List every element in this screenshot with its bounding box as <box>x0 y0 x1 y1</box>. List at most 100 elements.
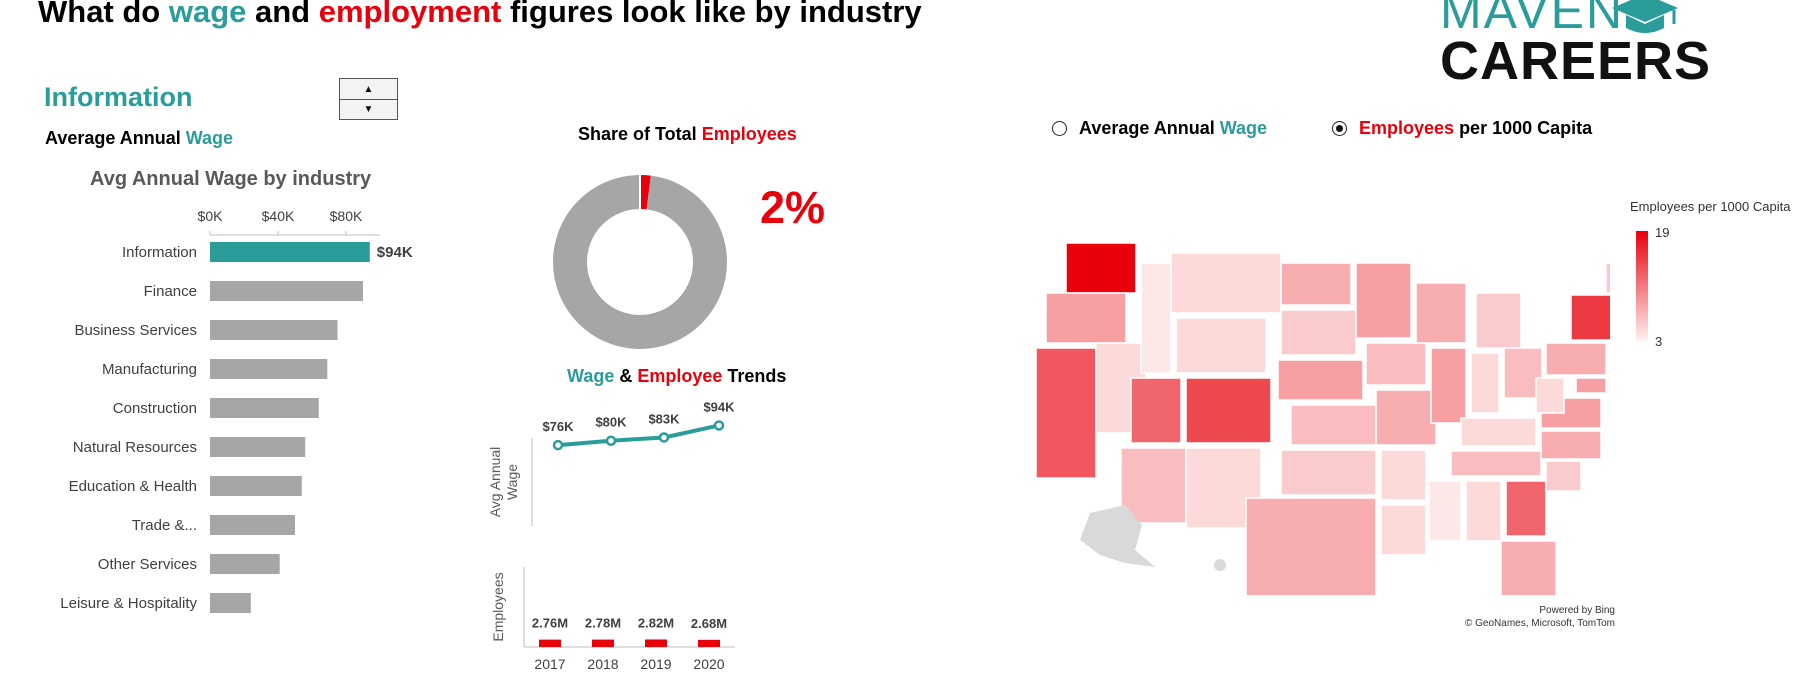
radio-average-annual-wage[interactable]: Average Annual Wage <box>1052 118 1267 139</box>
trend-title-suffix: Trends <box>722 366 787 386</box>
x-tick-label: 2018 <box>587 656 618 672</box>
state-ky[interactable] <box>1460 417 1537 447</box>
y-axis-label-2: Wage <box>504 464 520 500</box>
metric-label-wage: Wage <box>185 128 234 148</box>
state-ms[interactable] <box>1428 480 1462 542</box>
state-ak[interactable] <box>1080 505 1155 567</box>
state-ar[interactable] <box>1380 449 1427 501</box>
bar-business-services[interactable] <box>210 320 338 340</box>
state-mi[interactable] <box>1475 292 1522 349</box>
state-tn[interactable] <box>1450 450 1542 477</box>
state-co[interactable] <box>1185 377 1272 444</box>
bar-education-health[interactable] <box>210 476 302 496</box>
state-or[interactable] <box>1045 292 1127 344</box>
wage-point-2018[interactable] <box>605 435 617 446</box>
state-pa[interactable] <box>1545 342 1607 376</box>
state-nd[interactable] <box>1280 262 1352 306</box>
radio-employees-per-capita[interactable]: Employees per 1000 Capita <box>1332 118 1592 139</box>
state-mn[interactable] <box>1355 262 1412 339</box>
state-in[interactable] <box>1470 352 1500 414</box>
state-la[interactable] <box>1380 504 1427 556</box>
state-wa[interactable] <box>1065 242 1137 294</box>
category-label: Other Services <box>98 556 197 573</box>
state-tx[interactable] <box>1245 497 1377 595</box>
wage-point-label: $83K <box>648 411 680 426</box>
state-ia[interactable] <box>1365 342 1427 386</box>
employee-bar-2018[interactable] <box>592 639 614 647</box>
employee-bar-label: 2.82M <box>638 615 674 630</box>
bar-manufacturing[interactable] <box>210 359 328 379</box>
bar-other-services[interactable] <box>210 554 280 574</box>
share-title-employees: Employees <box>701 124 797 144</box>
title-part: and <box>246 0 319 29</box>
state-ne[interactable] <box>1277 359 1364 401</box>
employee-bar-label: 2.68M <box>691 616 727 631</box>
wage-trend-line-chart: Avg Annual Wage $76K $80K $83K $94K <box>487 400 735 526</box>
category-label: Leisure & Hospitality <box>60 595 197 612</box>
state-md[interactable] <box>1575 377 1607 394</box>
state-mt[interactable] <box>1170 252 1282 314</box>
state-nc[interactable] <box>1540 430 1602 460</box>
state-ca[interactable] <box>1035 347 1097 479</box>
donut-slice-other-industries[interactable] <box>553 175 727 349</box>
state-ks[interactable] <box>1290 404 1377 446</box>
radio-label-prefix: Average Annual <box>1079 118 1215 138</box>
spinner-up-button[interactable]: ▲ <box>340 79 397 100</box>
state-hi[interactable] <box>1214 559 1226 571</box>
state-wi[interactable] <box>1415 282 1467 344</box>
wage-by-industry-bar-chart: $0K $40K $80K Information $94K Finance Busines… <box>60 208 413 613</box>
state-wv[interactable] <box>1535 377 1565 414</box>
wage-trend-line <box>557 423 720 448</box>
state-wy[interactable] <box>1175 317 1267 374</box>
wage-point-2020[interactable] <box>713 420 725 431</box>
industry-spinner[interactable]: ▲ ▼ <box>339 78 398 120</box>
state-id[interactable] <box>1140 262 1172 374</box>
employee-bar-2017[interactable] <box>539 639 561 647</box>
state-nm[interactable] <box>1185 447 1262 529</box>
state-ok[interactable] <box>1280 449 1377 496</box>
selected-industry: Information <box>44 82 193 112</box>
state-ga[interactable] <box>1505 480 1547 537</box>
state-de[interactable] <box>1608 375 1610 395</box>
title-word-wage: wage <box>168 0 247 29</box>
bar-information[interactable] <box>210 242 370 262</box>
employee-trend-bar-chart: Employees 2.76M 2017 2.78M 2018 2.82M 2019 2.68… <box>490 567 735 672</box>
spinner-down-button[interactable]: ▼ <box>340 99 397 119</box>
state-fl[interactable] <box>1500 540 1557 595</box>
employee-bar-2019[interactable] <box>645 639 667 647</box>
logo-maven-text: MAVEN <box>1440 0 1625 39</box>
radio-label-suffix: per 1000 Capita <box>1459 118 1593 138</box>
wage-point-2019[interactable] <box>658 432 670 443</box>
share-percent-value: 2% <box>760 182 826 233</box>
bar-construction[interactable] <box>210 398 319 418</box>
category-label: Finance <box>144 283 197 300</box>
wage-point-2017[interactable] <box>552 439 564 451</box>
state-az[interactable] <box>1120 447 1187 524</box>
state-il[interactable] <box>1430 347 1467 424</box>
map-legend-max: 19 <box>1655 225 1670 240</box>
bar-trade-[interactable] <box>210 515 295 535</box>
map-attribution-sources: © GeoNames, Microsoft, TomTom <box>1465 618 1615 629</box>
category-label: Trade &... <box>132 517 197 534</box>
state-mo[interactable] <box>1375 389 1437 446</box>
map-legend-gradient <box>1636 231 1648 341</box>
bar-leisure-hospitality[interactable] <box>210 593 251 613</box>
state-sc[interactable] <box>1545 460 1582 492</box>
radio-selected-icon[interactable] <box>1332 121 1347 136</box>
us-choropleth-map[interactable] <box>1030 195 1610 595</box>
state-al[interactable] <box>1465 480 1502 542</box>
trend-title-employee: Employee <box>637 366 723 386</box>
bar-natural-resources[interactable] <box>210 437 306 457</box>
state-ny[interactable] <box>1570 294 1610 341</box>
radio-icon[interactable] <box>1052 121 1067 136</box>
bar-finance[interactable] <box>210 281 363 301</box>
state-vt[interactable] <box>1605 262 1610 294</box>
map-attribution-bing: Powered by Bing <box>1539 605 1615 616</box>
x-tick-label: 2017 <box>534 656 565 672</box>
maven-careers-logo: MAVEN CAREERS <box>1440 0 1710 91</box>
state-ut[interactable] <box>1130 377 1182 444</box>
state-sd[interactable] <box>1280 309 1357 356</box>
share-title-prefix: Share of Total <box>578 124 702 144</box>
employee-bar-2020[interactable] <box>698 639 720 647</box>
highlight-value-label: $94K <box>377 244 413 261</box>
